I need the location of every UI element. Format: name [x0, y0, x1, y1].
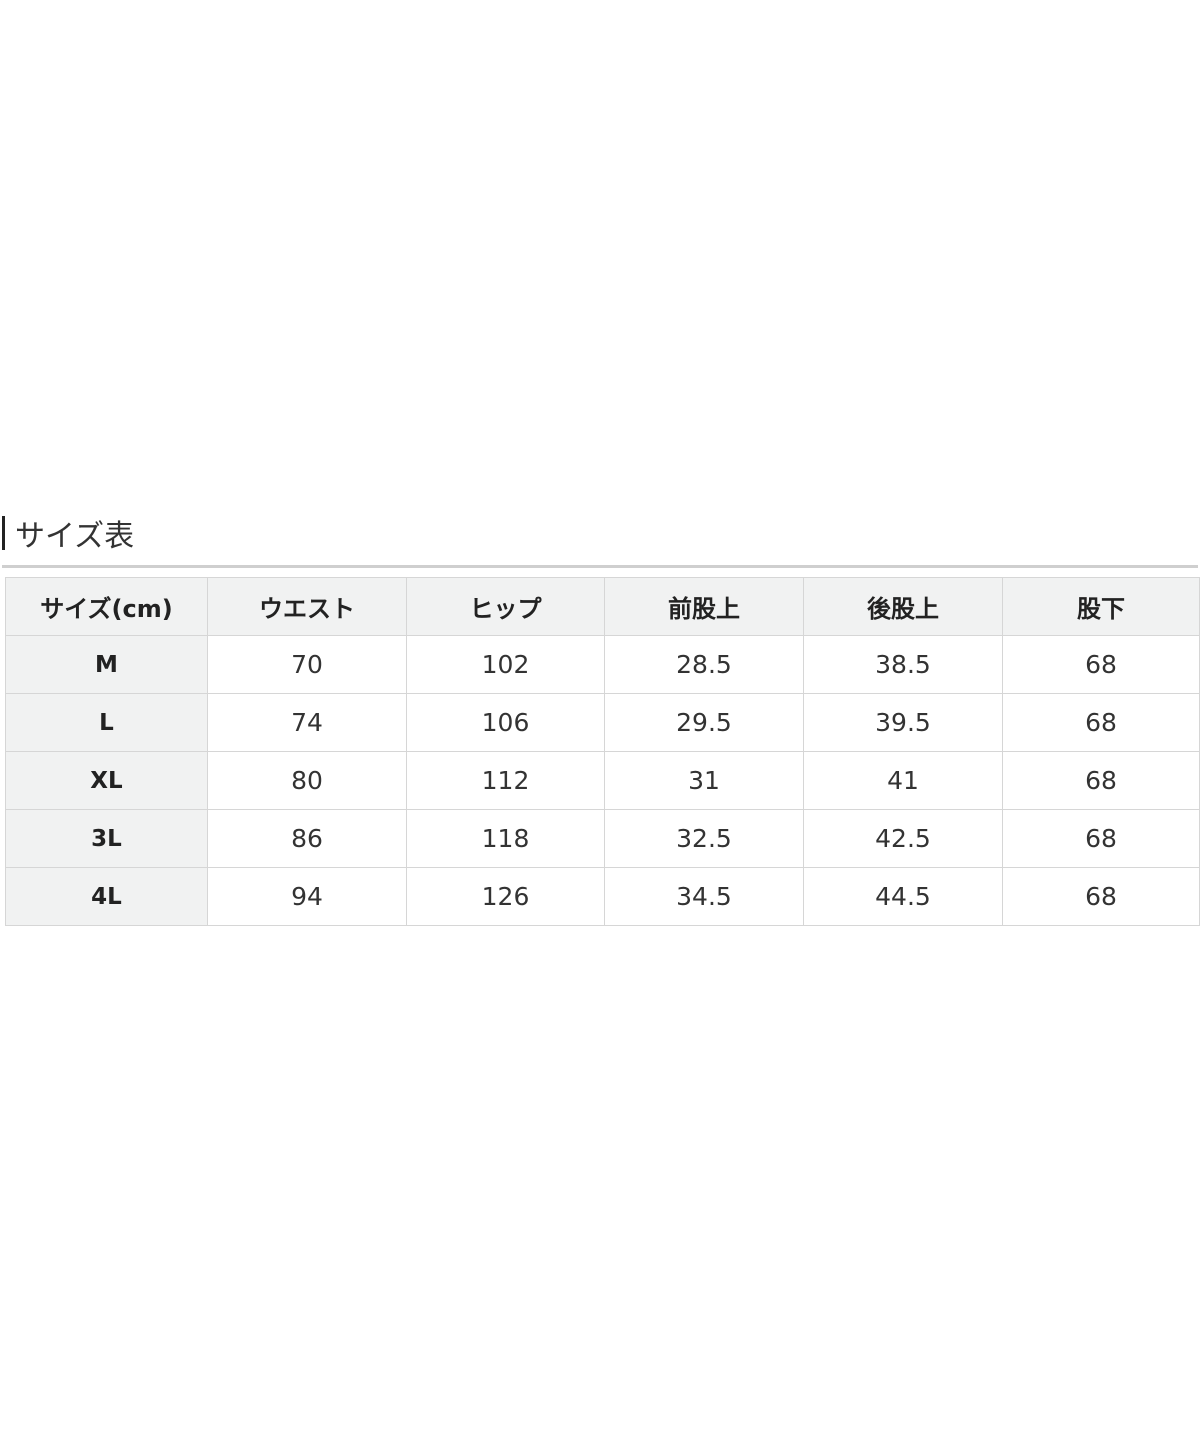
- size-label-cell: XL: [5, 751, 208, 810]
- table-row: XL 80 112 31 41 68: [5, 751, 1200, 810]
- measurement-cell: 32.5: [604, 809, 804, 868]
- size-label-cell: 3L: [5, 809, 208, 868]
- measurement-cell: 68: [1002, 751, 1200, 810]
- measurement-cell: 74: [207, 693, 407, 752]
- measurement-cell: 68: [1002, 867, 1200, 926]
- column-header: 後股上: [803, 577, 1003, 636]
- measurement-cell: 86: [207, 809, 407, 868]
- column-header: ウエスト: [207, 577, 407, 636]
- measurement-cell: 29.5: [604, 693, 804, 752]
- column-header: 前股上: [604, 577, 804, 636]
- size-table: サイズ(cm) ウエスト ヒップ 前股上 後股上 股下 M 70 102 28.5 38.5 68 L…: [5, 577, 1200, 926]
- table-header-row: サイズ(cm) ウエスト ヒップ 前股上 後股上 股下: [5, 577, 1200, 636]
- measurement-cell: 44.5: [803, 867, 1003, 926]
- section-title: サイズ表: [2, 511, 134, 555]
- measurement-cell: 28.5: [604, 635, 804, 694]
- measurement-cell: 68: [1002, 635, 1200, 694]
- measurement-cell: 112: [406, 751, 605, 810]
- column-header: サイズ(cm): [5, 577, 208, 636]
- table-row: 4L 94 126 34.5 44.5 68: [5, 867, 1200, 926]
- column-header: 股下: [1002, 577, 1200, 636]
- measurement-cell: 31: [604, 751, 804, 810]
- table-row: L 74 106 29.5 39.5 68: [5, 693, 1200, 752]
- measurement-cell: 38.5: [803, 635, 1003, 694]
- measurement-cell: 94: [207, 867, 407, 926]
- measurement-cell: 70: [207, 635, 407, 694]
- table-row: M 70 102 28.5 38.5 68: [5, 635, 1200, 694]
- measurement-cell: 126: [406, 867, 605, 926]
- title-text: サイズ表: [15, 519, 135, 554]
- measurement-cell: 34.5: [604, 867, 804, 926]
- measurement-cell: 106: [406, 693, 605, 752]
- measurement-cell: 118: [406, 809, 605, 868]
- measurement-cell: 39.5: [803, 693, 1003, 752]
- measurement-cell: 41: [803, 751, 1003, 810]
- size-label-cell: L: [5, 693, 208, 752]
- measurement-cell: 68: [1002, 809, 1200, 868]
- measurement-cell: 42.5: [803, 809, 1003, 868]
- title-accent-bar: [2, 516, 5, 550]
- title-divider: [2, 565, 1198, 568]
- measurement-cell: 68: [1002, 693, 1200, 752]
- table-row: 3L 86 118 32.5 42.5 68: [5, 809, 1200, 868]
- measurement-cell: 80: [207, 751, 407, 810]
- size-label-cell: 4L: [5, 867, 208, 926]
- measurement-cell: 102: [406, 635, 605, 694]
- column-header: ヒップ: [406, 577, 605, 636]
- size-label-cell: M: [5, 635, 208, 694]
